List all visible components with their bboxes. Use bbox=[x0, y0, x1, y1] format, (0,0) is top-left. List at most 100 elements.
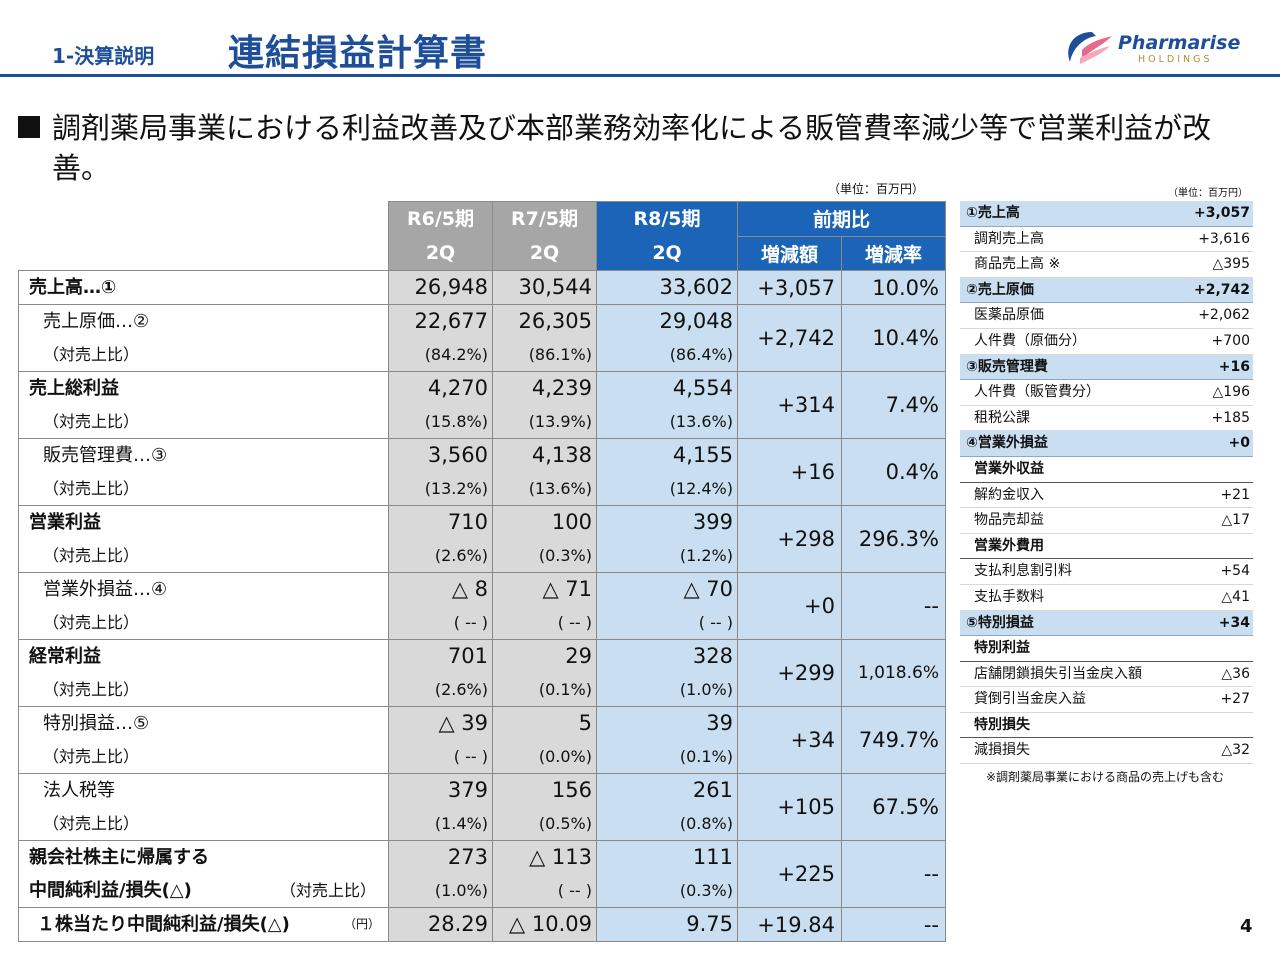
value-cell: △ 71( -- ) bbox=[492, 572, 597, 640]
diff-cell: +105 bbox=[737, 773, 842, 841]
lead-text: 調剤薬局事業における利益改善及び本部業務効率化による販管費率減少等で営業利益が改… bbox=[52, 111, 1212, 185]
ratio-label: （対売上比） bbox=[43, 747, 140, 766]
unit-label-main: （単位：百万円） bbox=[828, 182, 925, 196]
breakdown-row: 人件費（原価分） +700 bbox=[960, 329, 1253, 355]
value-cell: 4,138 (13.6%) bbox=[492, 438, 597, 506]
diff-cell: +19.84 bbox=[737, 907, 842, 942]
table-row: 売上総利益 （対売上比） 4,270 (15.8%) 4,239 (13.9%) 4,554… bbox=[18, 371, 946, 439]
breakdown-label: 租税公課 bbox=[974, 409, 1030, 426]
breakdown-row: 店舗閉鎖損失引当金戻入額 △36 bbox=[960, 662, 1253, 688]
value-cell: 100 (0.3%) bbox=[492, 505, 597, 573]
breakdown-row: ①売上高 +3,057 bbox=[960, 201, 1253, 227]
col-header-rate: 増減率 bbox=[841, 235, 946, 271]
breakdown-value: +3,057 bbox=[1193, 205, 1250, 221]
rate-cell: 1,018.6% bbox=[841, 639, 946, 707]
table-row: 営業利益 （対売上比） 710 (2.6%) 100 (0.3%) 399 (1.2%) +29… bbox=[18, 505, 946, 573]
ratio-label: （対売上比） bbox=[43, 613, 140, 632]
breakdown-row: 商品売上高 ※ △395 bbox=[960, 252, 1253, 278]
value-cell: 29,048 (86.4%) bbox=[596, 304, 738, 372]
value-cell: 328 (1.0%) bbox=[596, 639, 738, 707]
row-label: 売上高…① bbox=[29, 277, 117, 298]
table-row: １株当たり中間純利益/損失(△) （円） 28.29 △ 10.09 9.75 +19.8… bbox=[18, 907, 946, 942]
breakdown-value: +2,742 bbox=[1193, 281, 1250, 298]
value-cell: 5 (0.0%) bbox=[492, 706, 597, 774]
logo-mark-icon bbox=[1068, 32, 1112, 64]
table-row: 販売管理費…③ （対売上比） 3,560 (13.2%) 4,138 (13.6%) 4,1… bbox=[18, 438, 946, 506]
breakdown-value: +27 bbox=[1220, 691, 1250, 708]
value-cell: 33,602 bbox=[596, 270, 738, 305]
breakdown-row: 営業外収益 bbox=[960, 457, 1253, 483]
breakdown-label: 支払手数料 bbox=[974, 588, 1044, 605]
row-label: 法人税等 bbox=[43, 780, 115, 801]
rate-cell: 67.5% bbox=[841, 773, 946, 841]
breakdown-label: ⑤特別損益 bbox=[966, 614, 1034, 631]
value-cell: 28.29 bbox=[388, 907, 493, 942]
row-label: 特別損益…⑤ bbox=[43, 713, 150, 734]
ratio-label: （対売上比） bbox=[43, 546, 140, 565]
value-cell: 273 (1.0%) bbox=[388, 840, 493, 908]
row-label: １株当たり中間純利益/損失(△) bbox=[37, 914, 290, 935]
row-unit: （円） bbox=[343, 917, 380, 931]
breakdown-row: 支払手数料 △41 bbox=[960, 585, 1253, 611]
value-cell: 701 (2.6%) bbox=[388, 639, 493, 707]
row-label-cell: 営業外損益…④ （対売上比） bbox=[18, 572, 389, 640]
page-number: 4 bbox=[1240, 916, 1253, 937]
breakdown-row: 貸倒引当金戻入益 +27 bbox=[960, 687, 1253, 713]
header-divider bbox=[0, 74, 1280, 77]
value-cell: 3,560 (13.2%) bbox=[388, 438, 493, 506]
breakdown-value: +0 bbox=[1228, 435, 1250, 452]
value-cell: 379 (1.4%) bbox=[388, 773, 493, 841]
value-cell: 9.75 bbox=[596, 907, 738, 942]
ratio-label: （対売上比） bbox=[43, 680, 140, 699]
breakdown-value: +54 bbox=[1220, 563, 1250, 580]
side-footnote: ※調剤薬局事業における商品の売上げも含む bbox=[986, 770, 1225, 784]
breakdown-label: 物品売却益 bbox=[974, 512, 1044, 529]
breakdown-row: 解約金収入 +21 bbox=[960, 483, 1253, 509]
breakdown-label: 店舗閉鎖損失引当金戻入額 bbox=[974, 665, 1142, 682]
table-row: 営業外損益…④ （対売上比） △ 8( -- ) △ 71( -- ) △ 70( --… bbox=[18, 572, 946, 640]
breakdown-row: 支払利息割引料 +54 bbox=[960, 559, 1253, 585]
value-cell: 111 (0.3%) bbox=[596, 840, 738, 908]
bullet-square-icon bbox=[18, 116, 40, 138]
rate-cell: 10.4% bbox=[841, 304, 946, 372]
table-row: 売上原価…② （対売上比） 22,677 (84.2%) 26,305 (86.1%) 29… bbox=[18, 304, 946, 372]
breakdown-label: 営業外収益 bbox=[974, 460, 1044, 477]
value-cell: 26,305 (86.1%) bbox=[492, 304, 597, 372]
table-row: 経常利益 （対売上比） 701 (2.6%) 29 (0.1%) 328 (1.0%) +299… bbox=[18, 639, 946, 707]
breakdown-row: ②売上原価 +2,742 bbox=[960, 277, 1253, 304]
row-label: 販売管理費…③ bbox=[43, 445, 168, 466]
row-label-cell: 経常利益 （対売上比） bbox=[18, 639, 389, 707]
unit-label-side: （単位：百万円） bbox=[1168, 188, 1248, 199]
breakdown-label: 解約金収入 bbox=[974, 486, 1044, 503]
breakdown-value: △36 bbox=[1221, 665, 1250, 682]
table-row: 売上高…① 26,948 30,544 33,602 +3,057 10.0% bbox=[18, 270, 946, 305]
col-header-r6: R6/5期 2Q bbox=[388, 201, 493, 271]
breakdown-value: +2,062 bbox=[1198, 307, 1250, 324]
breakdown-label: 減損損失 bbox=[974, 742, 1030, 759]
diff-cell: +2,742 bbox=[737, 304, 842, 372]
row-label: 営業利益 bbox=[29, 512, 101, 533]
breakdown-value: △17 bbox=[1221, 512, 1250, 529]
rate-cell: 0.4% bbox=[841, 438, 946, 506]
value-cell: 710 (2.6%) bbox=[388, 505, 493, 573]
rate-cell: 10.0% bbox=[841, 270, 946, 305]
value-cell: △ 8( -- ) bbox=[388, 572, 493, 640]
breakdown-label: ①売上高 bbox=[966, 205, 1020, 221]
breakdown-row: 特別損失 bbox=[960, 713, 1253, 739]
col-header-r7: R7/5期 2Q bbox=[492, 201, 597, 271]
breakdown-value: +3,616 bbox=[1198, 230, 1250, 247]
breakdown-row: ⑤特別損益 +34 bbox=[960, 610, 1253, 637]
breakdown-row: 租税公課 +185 bbox=[960, 406, 1253, 432]
value-cell: 4,239 (13.9%) bbox=[492, 371, 597, 439]
breakdown-label: 人件費（販管費分） bbox=[974, 384, 1100, 401]
value-cell: 156 (0.5%) bbox=[492, 773, 597, 841]
row-label: 売上総利益 bbox=[29, 378, 119, 399]
value-cell: 39 (0.1%) bbox=[596, 706, 738, 774]
rate-cell: 7.4% bbox=[841, 371, 946, 439]
variance-breakdown-table: ①売上高 +3,057 調剤売上高 +3,616 商品売上高 ※ △395 ②売上原価 +2,… bbox=[960, 201, 1253, 765]
diff-cell: +16 bbox=[737, 438, 842, 506]
row-label-cell: 販売管理費…③ （対売上比） bbox=[18, 438, 389, 506]
diff-cell: +298 bbox=[737, 505, 842, 573]
breakdown-label: ②売上原価 bbox=[966, 281, 1034, 298]
logo-sub-text: HOLDINGS bbox=[1138, 54, 1213, 65]
